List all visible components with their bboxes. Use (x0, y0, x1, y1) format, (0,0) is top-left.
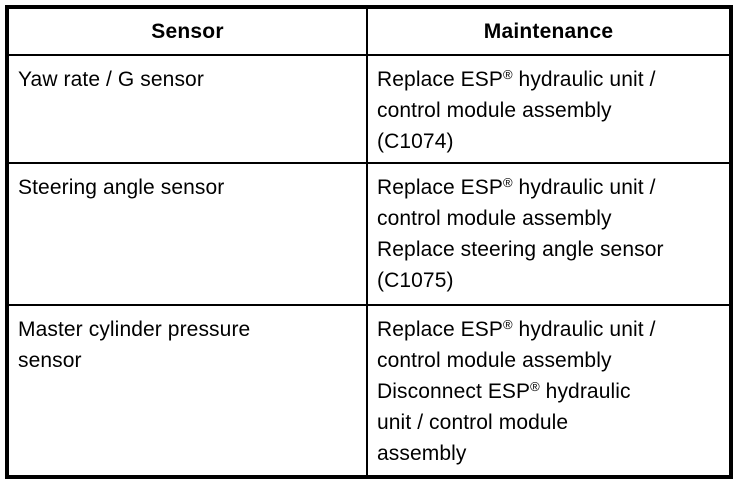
maintenance-cell: Replace ESP® hydraulic unit / control mod… (366, 54, 732, 164)
registered-trademark-symbol: ® (503, 317, 513, 332)
sensor-maintenance-table: Sensor Maintenance Yaw rate / G sensor Re… (5, 5, 733, 479)
table-row: Steering angle sensor Replace ESP® hydrau… (6, 162, 732, 306)
table-row: Yaw rate / G sensor Replace ESP® hydrauli… (6, 54, 732, 164)
registered-trademark-symbol: ® (503, 67, 513, 82)
registered-trademark-symbol: ® (503, 175, 513, 190)
maintenance-cell: Replace ESP® hydraulic unit / control mod… (366, 304, 732, 478)
maintenance-cell: Replace ESP® hydraulic unit / control mod… (366, 162, 732, 306)
sensor-cell: Steering angle sensor (6, 162, 368, 306)
header-row: Sensor Maintenance (6, 6, 732, 56)
registered-trademark-symbol: ® (530, 379, 540, 394)
sensor-cell: Master cylinder pressure sensor (6, 304, 368, 478)
column-header-maintenance: Maintenance (366, 6, 732, 56)
sensor-cell: Yaw rate / G sensor (6, 54, 368, 164)
column-header-sensor: Sensor (6, 6, 368, 56)
table-body: Yaw rate / G sensor Replace ESP® hydrauli… (6, 54, 732, 478)
table-row: Master cylinder pressure sensor Replace ES… (6, 304, 732, 478)
